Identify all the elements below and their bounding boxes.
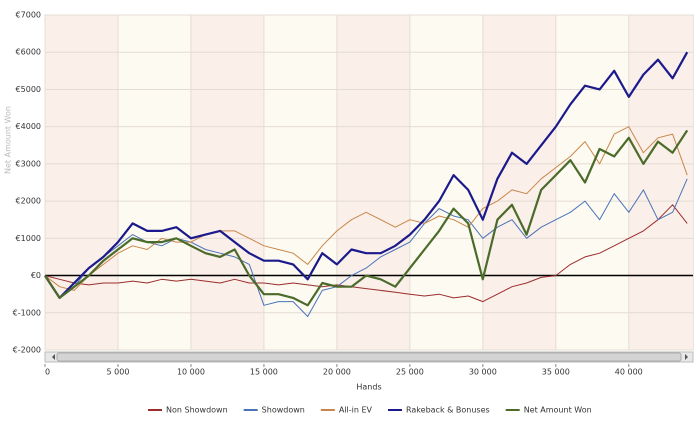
y-tick-label: €0	[31, 271, 41, 280]
legend-item[interactable]: Rakeback & Bonuses	[388, 406, 490, 415]
x-tick-label: 20 000	[323, 368, 351, 377]
y-tick-label: €7000	[16, 11, 41, 20]
scroll-left[interactable]	[52, 354, 55, 360]
x-axis-title: Hands	[356, 383, 381, 392]
band	[628, 15, 693, 350]
x-tick-label: 40 000	[615, 368, 643, 377]
scroll-thumb[interactable]	[56, 352, 682, 362]
legend-item[interactable]: Showdown	[243, 406, 305, 415]
x-tick-label: 10 000	[177, 368, 205, 377]
legend-label: Showdown	[262, 406, 305, 415]
band	[336, 15, 410, 350]
legend-label: All-in EV	[339, 406, 373, 415]
legend-item[interactable]: Net Amount Won	[505, 406, 592, 415]
scrollbar[interactable]	[44, 351, 694, 363]
legend-item[interactable]: All-in EV	[320, 406, 373, 415]
x-tick-label: 25 000	[396, 368, 424, 377]
band	[190, 15, 264, 350]
series-line	[44, 51, 689, 299]
x-tick-label: 15 000	[250, 368, 278, 377]
series-line	[44, 178, 688, 317]
y-tick-label: €4000	[16, 122, 41, 131]
y-tick-label: €5000	[16, 85, 41, 94]
y-tick-label: €1000	[16, 234, 41, 243]
y-tick-label: €-1000	[13, 308, 41, 317]
x-tick-label: 5 000	[107, 368, 130, 377]
series-line	[44, 204, 688, 303]
plot-background	[44, 14, 694, 351]
series-line	[44, 129, 689, 307]
x-tick-label: 35 000	[542, 368, 570, 377]
scroll-right[interactable]	[685, 354, 688, 360]
band	[45, 15, 118, 350]
x-tick-label: 0	[45, 368, 50, 377]
y-tick-label: €2000	[16, 197, 41, 206]
y-tick-label: €6000	[16, 48, 41, 57]
y-tick-label: €3000	[16, 159, 41, 168]
y-axis-title: Net Amount Won	[4, 106, 13, 174]
band	[482, 15, 556, 350]
series-line	[44, 126, 688, 291]
x-tick-label: 30 000	[469, 368, 497, 377]
y-tick-label: €-2000	[13, 346, 41, 355]
legend-label: Non Showdown	[166, 406, 228, 415]
legend-label: Rakeback & Bonuses	[406, 406, 490, 415]
legend-label: Net Amount Won	[524, 406, 592, 415]
legend-item[interactable]: Non Showdown	[148, 406, 228, 415]
